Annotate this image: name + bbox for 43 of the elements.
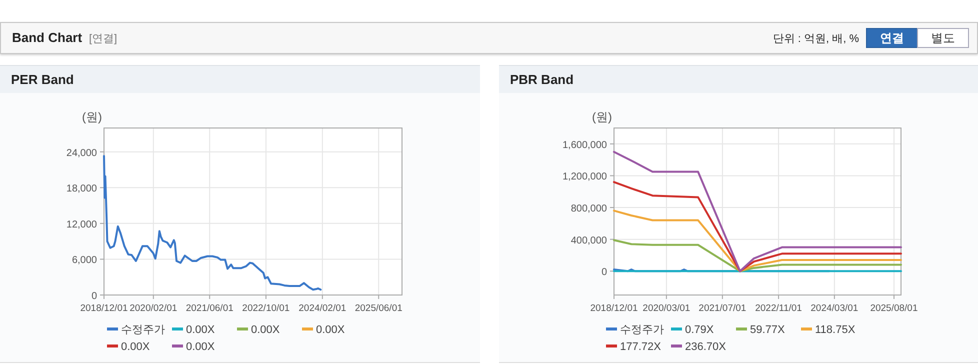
- legend-label: 0.00X: [186, 324, 216, 336]
- x-tick-label: 2022/11/01: [755, 303, 802, 314]
- x-tick-label: 2021/07/01: [698, 303, 746, 314]
- legend-label: 0.79X: [685, 324, 714, 336]
- y-tick-label: 24,000: [66, 148, 98, 159]
- y-tick-label: 12,000: [66, 219, 98, 230]
- x-tick-label: 2025/06/01: [354, 303, 402, 314]
- x-tick-label: 2024/02/01: [298, 303, 346, 314]
- x-tick-label: 2022/10/01: [242, 303, 290, 314]
- x-tick-label: 2020/03/01: [642, 303, 690, 314]
- legend-label: 236.70X: [685, 341, 727, 353]
- legend-label: 0.00X: [251, 324, 280, 336]
- legend-label: 수정주가: [620, 324, 664, 336]
- legend-label: 0.00X: [186, 341, 216, 353]
- y-tick-label: 800,000: [570, 204, 608, 215]
- legend-label: 수정주가: [121, 324, 165, 336]
- text: 연결: [866, 28, 918, 48]
- text: 별도: [917, 28, 969, 48]
- legend-label: 118.75X: [815, 324, 856, 336]
- y-axis-title: (원): [592, 110, 612, 124]
- text: Band Chart: [12, 30, 82, 45]
- x-tick-label: 2024/03/01: [810, 303, 858, 314]
- chart-title: PBR Band: [510, 72, 574, 87]
- y-tick-label: 1,200,000: [562, 172, 608, 183]
- legend-label: 0.00X: [121, 341, 150, 353]
- y-axis-title: (원): [82, 110, 102, 124]
- text: [연결]: [89, 32, 118, 46]
- x-tick-label: 2018/12/01: [590, 303, 638, 314]
- legend-label: 0.00X: [316, 324, 346, 336]
- y-tick-label: 0: [601, 267, 608, 278]
- legend-label: 59.77X: [750, 324, 786, 336]
- y-tick-label: 400,000: [570, 235, 608, 246]
- y-tick-label: 1,600,000: [562, 140, 608, 151]
- y-tick-label: 0: [91, 291, 98, 302]
- y-tick-label: 18,000: [66, 184, 98, 195]
- x-tick-label: 2021/06/01: [186, 303, 234, 314]
- text: 단위 : 억원, 배, %: [772, 32, 859, 46]
- y-tick-label: 6,000: [72, 255, 98, 266]
- x-tick-label: 2020/02/01: [130, 303, 178, 314]
- x-tick-label: 2018/12/01: [80, 303, 128, 314]
- x-tick-label: 2025/08/01: [870, 303, 918, 314]
- chart-title: PER Band: [11, 72, 74, 87]
- legend-label: 177.72X: [620, 341, 662, 353]
